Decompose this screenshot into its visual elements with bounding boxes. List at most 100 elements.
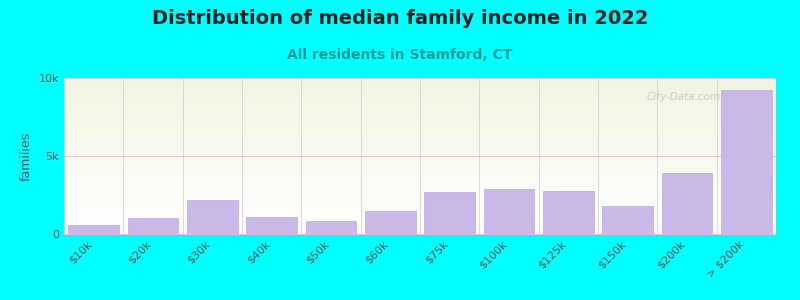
Bar — [602, 206, 653, 234]
Bar — [64, 171, 776, 172]
Bar — [64, 111, 776, 112]
Bar — [64, 95, 776, 96]
Bar — [64, 229, 776, 230]
Bar — [543, 191, 594, 234]
Bar — [69, 225, 119, 234]
Bar — [64, 152, 776, 153]
Bar — [64, 148, 776, 149]
Bar — [64, 116, 776, 117]
Bar — [64, 210, 776, 211]
Bar — [64, 181, 776, 182]
Bar — [64, 227, 776, 228]
Bar — [64, 198, 776, 199]
Bar — [64, 178, 776, 179]
Bar — [64, 150, 776, 151]
Bar — [64, 85, 776, 86]
Bar — [64, 151, 776, 152]
Bar — [64, 99, 776, 100]
Bar — [64, 145, 776, 146]
Bar — [64, 119, 776, 120]
Bar — [64, 141, 776, 142]
Bar — [64, 147, 776, 148]
Bar — [64, 226, 776, 227]
Bar — [64, 207, 776, 208]
Bar — [64, 89, 776, 90]
Y-axis label: families: families — [20, 131, 33, 181]
Bar — [64, 225, 776, 226]
Bar — [64, 203, 776, 204]
Bar — [64, 194, 776, 195]
Bar — [721, 91, 771, 234]
Bar — [64, 96, 776, 97]
Bar — [64, 163, 776, 164]
Bar — [64, 104, 776, 105]
Bar — [64, 100, 776, 101]
Bar — [64, 80, 776, 81]
Bar — [64, 135, 776, 136]
Bar — [64, 197, 776, 198]
Bar — [64, 193, 776, 194]
Bar — [484, 189, 534, 234]
Bar — [64, 201, 776, 202]
Bar — [64, 196, 776, 197]
Bar — [64, 213, 776, 214]
Bar — [64, 173, 776, 174]
Bar — [64, 106, 776, 107]
Bar — [64, 175, 776, 176]
Bar — [64, 82, 776, 83]
Bar — [64, 101, 776, 102]
Bar — [64, 184, 776, 185]
Bar — [64, 214, 776, 215]
Bar — [425, 192, 475, 234]
Bar — [64, 120, 776, 121]
Bar — [64, 154, 776, 155]
Bar — [64, 222, 776, 223]
Bar — [64, 199, 776, 200]
Bar — [64, 160, 776, 161]
Bar — [64, 211, 776, 212]
Bar — [64, 172, 776, 173]
Bar — [64, 127, 776, 128]
Bar — [246, 217, 297, 234]
Bar — [64, 233, 776, 234]
Bar — [662, 173, 712, 234]
Bar — [64, 87, 776, 88]
Bar — [64, 108, 776, 109]
Bar — [64, 215, 776, 216]
Bar — [64, 133, 776, 134]
Bar — [64, 195, 776, 196]
Bar — [64, 88, 776, 89]
Bar — [64, 109, 776, 110]
Bar — [64, 232, 776, 233]
Bar — [64, 209, 776, 210]
Bar — [64, 126, 776, 127]
Bar — [64, 170, 776, 171]
Bar — [64, 185, 776, 186]
Bar — [64, 223, 776, 224]
Bar — [64, 142, 776, 143]
Bar — [64, 231, 776, 232]
Bar — [64, 129, 776, 130]
Bar — [64, 97, 776, 98]
Bar — [64, 159, 776, 160]
Text: All residents in Stamford, CT: All residents in Stamford, CT — [287, 48, 513, 62]
Bar — [306, 221, 356, 234]
Bar — [64, 180, 776, 181]
Bar — [64, 114, 776, 115]
Text: City-Data.com: City-Data.com — [646, 92, 721, 102]
Bar — [64, 166, 776, 167]
Bar — [64, 112, 776, 113]
Bar — [64, 162, 776, 163]
Bar — [64, 81, 776, 82]
Bar — [64, 212, 776, 213]
Bar — [64, 138, 776, 139]
Bar — [64, 140, 776, 141]
Bar — [64, 204, 776, 205]
Bar — [64, 125, 776, 126]
Bar — [64, 92, 776, 93]
Bar — [64, 132, 776, 133]
Bar — [64, 84, 776, 85]
Bar — [64, 136, 776, 137]
Bar — [64, 146, 776, 147]
Bar — [64, 164, 776, 165]
